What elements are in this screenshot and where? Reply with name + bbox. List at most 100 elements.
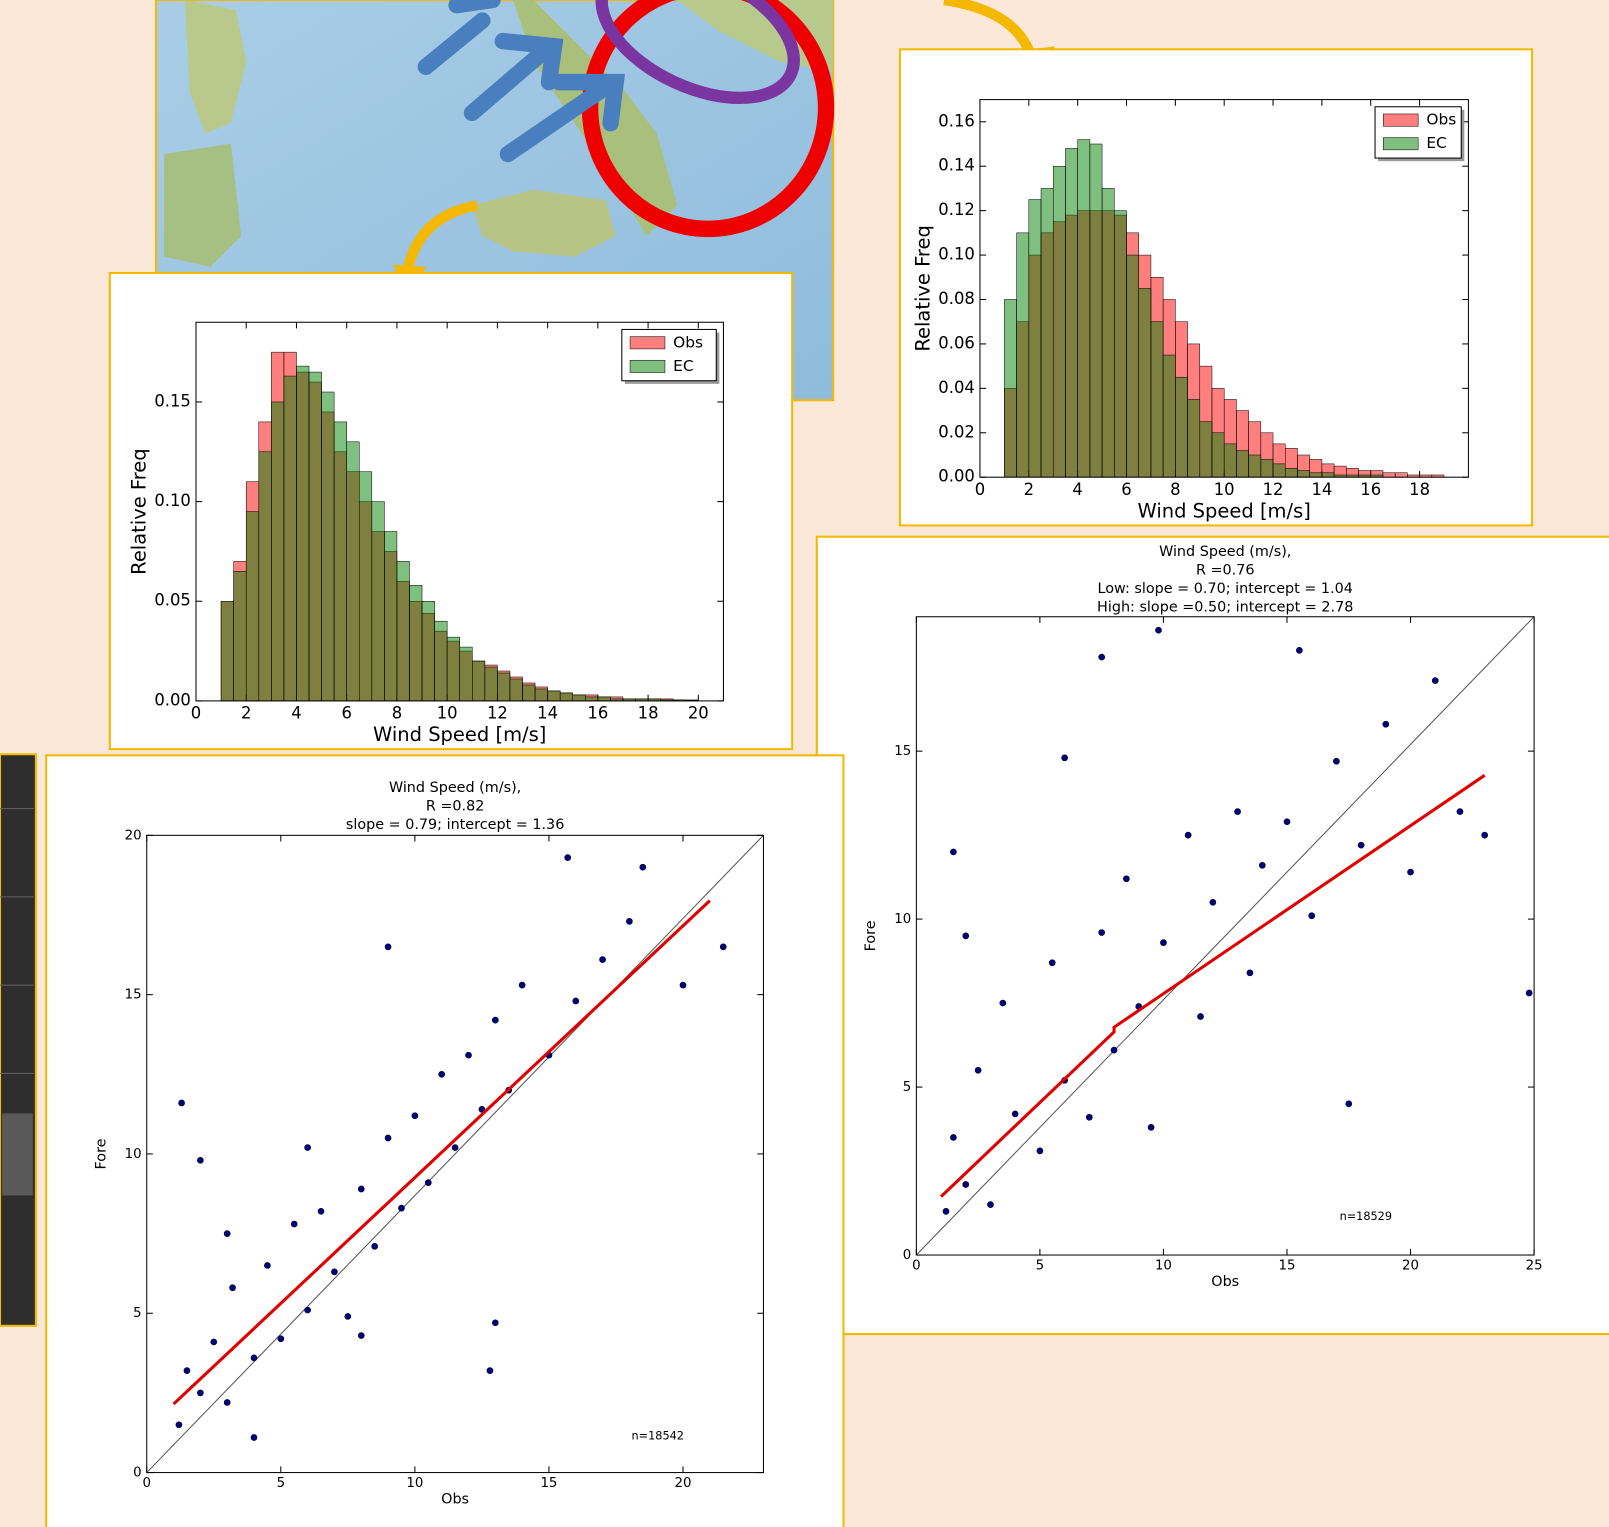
- x-axis-label: Wind Speed [m/s]: [373, 723, 546, 746]
- scatter-point: [223, 1230, 231, 1237]
- histogram-bar: [1089, 143, 1103, 478]
- scatter-point: [599, 956, 606, 963]
- fit-line: [939, 774, 1486, 1198]
- x-tick-label: 2: [1024, 480, 1034, 499]
- histogram-bar: [296, 365, 310, 702]
- legend-label: EC: [1426, 134, 1446, 152]
- histogram-bar: [434, 620, 448, 702]
- x-tick-label: 10: [1214, 480, 1235, 499]
- scatter-point: [950, 848, 957, 856]
- legend-label: Obs: [1426, 111, 1456, 129]
- x-axis-label: Obs: [1211, 1274, 1239, 1290]
- y-tick-label: 0.15: [154, 391, 191, 410]
- identity-line: [146, 834, 764, 1473]
- scatter-point: [197, 1156, 204, 1164]
- legend-swatch: [629, 359, 666, 373]
- scatter-point: [1209, 898, 1217, 906]
- histogram-bar: [446, 636, 460, 702]
- scatter-point: [1011, 1110, 1019, 1118]
- scatter-point: [331, 1268, 338, 1276]
- histogram-bar: [1052, 165, 1066, 478]
- histogram-bar: [1101, 188, 1115, 478]
- histogram-bar: [472, 660, 486, 702]
- plot-frame: [195, 321, 724, 702]
- histogram-bar: [572, 694, 586, 702]
- histogram-bar: [1162, 354, 1176, 478]
- histogram-bar: [245, 511, 260, 702]
- histogram-bar: [371, 501, 385, 702]
- scatter-point: [183, 1367, 191, 1374]
- y-tick-label: 15: [894, 744, 911, 759]
- y-tick-label: 10: [125, 1147, 142, 1162]
- x-tick-label: 25: [1526, 1259, 1543, 1274]
- scatter-point: [962, 1181, 970, 1188]
- scatter-point: [1431, 677, 1439, 684]
- scatter-point: [1357, 841, 1365, 849]
- y-axis-label: Relative Freq: [128, 448, 151, 575]
- x-tick-label: 15: [1279, 1259, 1296, 1274]
- x-tick-label: 10: [437, 704, 458, 723]
- histogram-bar: [1016, 232, 1030, 478]
- x-axis-label: Wind Speed [m/s]: [1138, 499, 1311, 522]
- scatter-point: [1123, 875, 1130, 883]
- chart-title: Low: slope = 0.70; intercept = 1.04: [1098, 581, 1353, 597]
- scatter-point: [357, 1332, 365, 1339]
- histogram-bar: [321, 391, 335, 702]
- histogram-bar: [597, 696, 611, 702]
- identity-line: [915, 616, 1535, 1256]
- histogram-bar: [346, 441, 360, 702]
- x-tick-label: 0: [975, 480, 985, 499]
- y-tick-label: 20: [125, 828, 142, 843]
- histogram-bar: [585, 696, 599, 702]
- scatter-point: [491, 1319, 499, 1327]
- scatter-point: [371, 1243, 378, 1250]
- x-tick-label: 0: [142, 1476, 150, 1491]
- annotation: n=18542: [632, 1430, 684, 1443]
- y-tick-label: 5: [903, 1080, 911, 1095]
- histogram-bar: [283, 375, 297, 702]
- x-tick-label: 8: [392, 704, 402, 723]
- histogram-bar: [1138, 288, 1152, 478]
- x-tick-label: 6: [341, 704, 351, 723]
- scatter-point: [950, 1134, 957, 1141]
- x-tick-label: 10: [406, 1476, 423, 1491]
- y-tick-label: 0.00: [154, 690, 191, 709]
- scatter-point: [1048, 959, 1056, 967]
- y-tick-label: 0.10: [154, 491, 191, 510]
- x-tick-label: 14: [1311, 480, 1332, 499]
- fit-line: [172, 899, 711, 1406]
- scatter-point: [1456, 808, 1464, 815]
- histogram-bar: [396, 561, 410, 702]
- y-tick-label: 0: [133, 1466, 141, 1481]
- x-tick-label: 8: [1170, 480, 1180, 499]
- histogram-bar: [1065, 148, 1078, 478]
- scatter-point: [639, 863, 647, 871]
- x-tick-label: 20: [675, 1476, 692, 1491]
- histogram-bar: [534, 688, 548, 702]
- histogram-bar: [547, 690, 561, 702]
- scatter-point: [1036, 1147, 1044, 1155]
- y-tick-label: 0.10: [938, 245, 975, 264]
- histogram-bar: [384, 531, 398, 702]
- histogram-bar: [421, 601, 435, 702]
- y-tick-label: 15: [125, 988, 142, 1003]
- histogram-bar: [220, 601, 234, 702]
- x-tick-label: 16: [1360, 480, 1381, 499]
- y-tick-label: 0.00: [938, 467, 975, 486]
- histogram-bar: [522, 684, 536, 702]
- y-tick-label: 5: [133, 1306, 141, 1321]
- y-tick-label: 0.02: [938, 422, 975, 441]
- scatter-point: [398, 1204, 405, 1212]
- scatter-point: [486, 1367, 494, 1374]
- histogram-bar: [1028, 199, 1042, 478]
- y-tick-label: 0.16: [938, 111, 975, 130]
- histogram-bar: [1260, 459, 1274, 478]
- x-tick-label: 14: [537, 704, 558, 723]
- x-axis-label: Obs: [441, 1492, 469, 1508]
- side-panel: [0, 753, 37, 1327]
- histogram-bar: [1223, 443, 1237, 478]
- scatter-point: [974, 1066, 982, 1074]
- histogram-bar: [1297, 470, 1310, 478]
- histogram-bar: [1114, 210, 1127, 478]
